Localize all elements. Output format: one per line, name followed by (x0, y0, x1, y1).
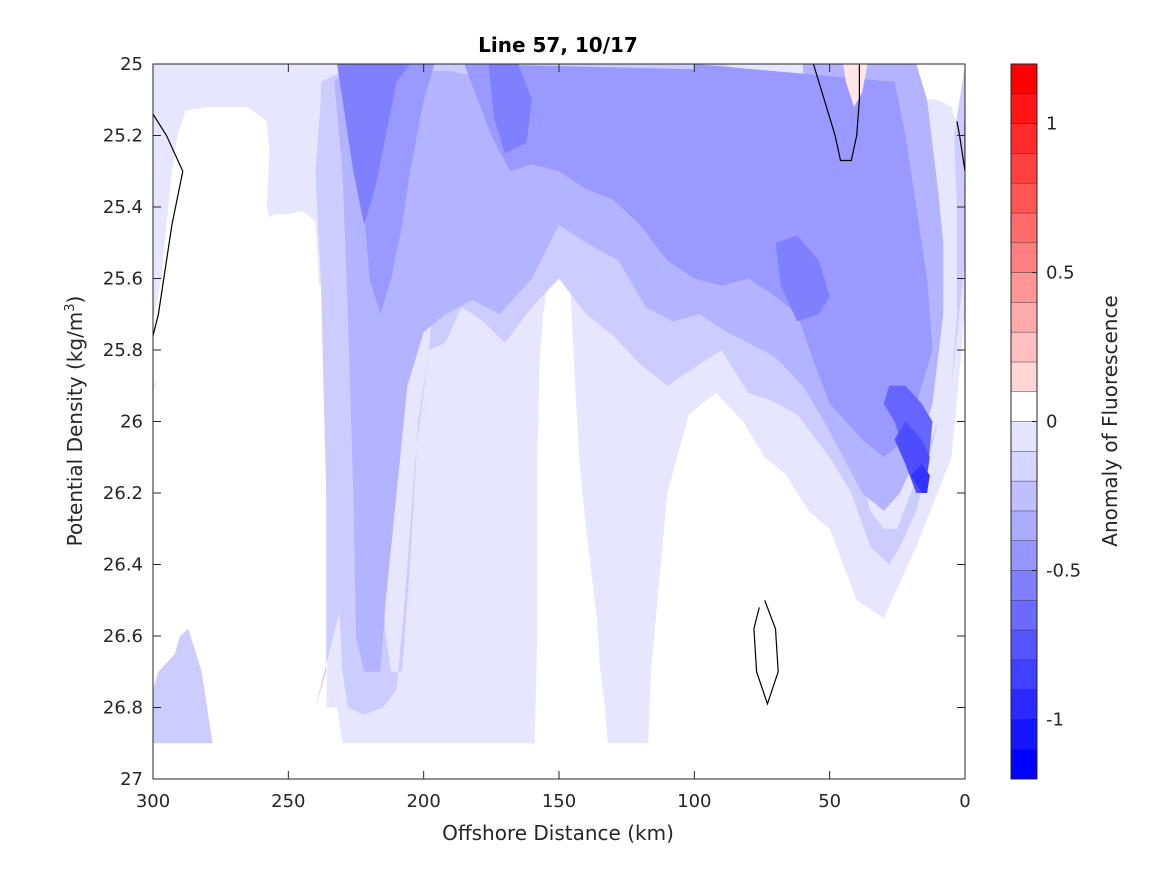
x-axis-label: Offshore Distance (km) (442, 821, 674, 845)
contour-fill-16 (910, 464, 930, 493)
zero-contour-line-0 (153, 113, 184, 336)
colorbar: 1 0.5 0 -0.5 -1 (1010, 63, 1081, 780)
colorbar-cell (1010, 93, 1038, 124)
contour-fill-13 (775, 235, 830, 322)
zero-contour-line-1 (753, 600, 779, 706)
y-tick-label: 25.8 (103, 340, 143, 361)
colorbar-cell (1010, 450, 1038, 482)
y-tick-label: 25.6 (103, 269, 143, 290)
y-tick-label: 26.6 (103, 626, 143, 647)
colorbar-cell (1010, 361, 1038, 393)
contour-fill-6 (153, 628, 213, 744)
chart-title: Line 57, 10/17 (478, 33, 638, 57)
colorbar-tick-label: 0.5 (1046, 263, 1075, 284)
colorbar-ticks: 1 0.5 0 -0.5 -1 (1032, 114, 1081, 730)
colorbar-cell (1010, 689, 1038, 720)
colorbar-cell (1010, 629, 1038, 661)
y-axis-label-sup: 3 (63, 303, 78, 311)
colorbar-cell (1010, 421, 1038, 452)
colorbar-cell (1010, 510, 1038, 541)
contour-fill-12 (488, 64, 532, 154)
colorbar-tick-label: 0 (1046, 412, 1057, 433)
y-tick-label: 26.4 (103, 555, 143, 576)
x-axis: 300 250 200 150 100 50 0 (136, 64, 971, 812)
colorbar-cell (1010, 63, 1038, 95)
colorbar-tick-label: -0.5 (1046, 560, 1081, 581)
contour-fill-4 (656, 403, 879, 744)
zero-contour-line-3 (956, 121, 965, 172)
colorbar-label: Anomaly of Fluorescence (1098, 295, 1122, 546)
y-tick-label: 25 (120, 54, 143, 75)
colorbar-tick-label: -1 (1046, 709, 1064, 730)
x-tick-label: 50 (818, 791, 841, 812)
y-tick-label: 27 (120, 769, 143, 790)
y-axis: 25 25.2 25.4 25.6 25.8 26 26.2 26.4 26.6 26.8 27 (103, 54, 965, 790)
contour-fill-layer (153, 64, 965, 744)
colorbar-cell (1010, 331, 1038, 363)
colorbar-cell (1010, 540, 1038, 571)
colorbar-cell (1010, 599, 1038, 631)
x-tick-label: 250 (271, 791, 305, 812)
colorbar-cell (1010, 153, 1038, 184)
y-tick-label: 26.2 (103, 483, 143, 504)
y-axis-label: Potential Density (kg/m3) (63, 296, 87, 547)
colorbar-cell (1010, 242, 1038, 273)
colorbar-tick-label: 1 (1046, 114, 1057, 135)
contour-line-layer (153, 64, 965, 706)
x-tick-label: 150 (542, 791, 576, 812)
contour-fill-17 (843, 64, 868, 107)
contour-fill-2 (266, 221, 310, 744)
y-tick-label: 25.4 (103, 197, 143, 218)
colorbar-cell (1010, 302, 1038, 333)
contour-fill-10 (464, 64, 933, 458)
y-axis-label-close: ) (63, 296, 87, 304)
colorbar-cell (1010, 123, 1038, 154)
y-axis-label-main: Potential Density (kg/m (63, 312, 87, 547)
x-tick-label: 0 (959, 791, 970, 812)
zero-contour-line-2 (812, 64, 861, 162)
contour-fill-3 (540, 271, 603, 744)
colorbar-cell (1010, 272, 1038, 303)
colorbar-cell (1010, 659, 1038, 690)
colorbar-cell (1010, 391, 1038, 422)
x-tick-label: 200 (406, 791, 440, 812)
y-tick-label: 26.8 (103, 698, 143, 719)
y-tick-label: 25.2 (103, 126, 143, 147)
colorbar-cell (1010, 570, 1038, 601)
colorbar-cell (1010, 748, 1038, 780)
plot-area (152, 63, 966, 780)
colorbar-cell (1010, 719, 1038, 750)
x-tick-label: 300 (136, 791, 170, 812)
colorbar-cell (1010, 212, 1038, 244)
contour-fill-11 (337, 64, 411, 225)
x-tick-label: 100 (677, 791, 711, 812)
colorbar-cell (1010, 480, 1038, 512)
y-tick-label: 26 (120, 412, 143, 433)
colorbar-cell (1010, 182, 1038, 214)
